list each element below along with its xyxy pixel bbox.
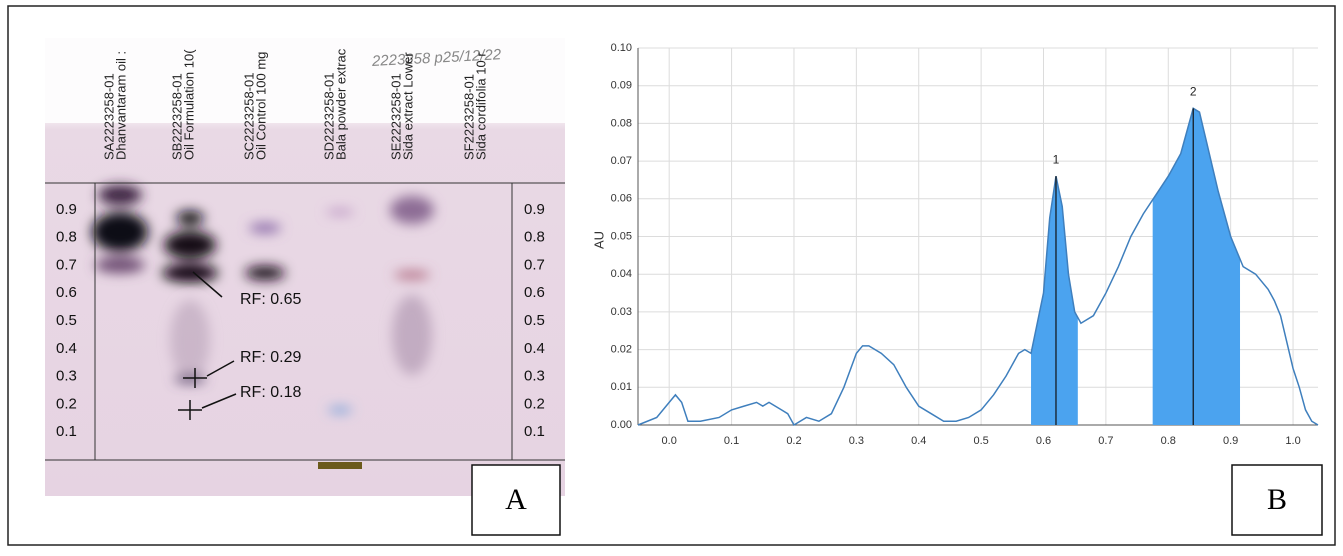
x-tick-label: 0.5: [973, 435, 988, 447]
y-tick-label: 0.01: [611, 381, 632, 393]
y-tick-label: 0.00: [611, 419, 632, 431]
y-tick-label: 0.03: [611, 306, 632, 318]
scale-label: 0.1: [56, 423, 77, 440]
scale-label: 0.1: [524, 423, 545, 440]
y-tick-label: 0.10: [611, 42, 632, 54]
lane-label: Sida cordifolia 10 r: [473, 52, 488, 160]
lane-label: Dhanvantaram oil :: [113, 51, 128, 160]
peak-label: 2: [1190, 84, 1197, 98]
lane-label: SA2223258-01: [101, 73, 116, 160]
y-tick-label: 0.02: [611, 344, 632, 356]
scale-label: 0.8: [524, 229, 545, 246]
panel-label: B: [1267, 483, 1287, 516]
scale-label: 0.5: [56, 312, 77, 329]
lane-label: Oil Formulation 10(: [181, 49, 196, 160]
plate-label-area: [45, 38, 565, 123]
scale-label: 0.9: [56, 201, 77, 218]
scale-label: 0.8: [56, 229, 77, 246]
x-tick-label: 0.4: [911, 435, 926, 447]
scale-label: 0.6: [56, 284, 77, 301]
handwritten-note: 2223258 p25/12/22: [371, 46, 503, 70]
lane-label: SE2223258-01: [388, 73, 403, 160]
lane-label: SF2223258-01: [461, 74, 476, 160]
peak-area: [1152, 108, 1241, 425]
spots: [92, 185, 434, 413]
scale-label: 0.4: [524, 340, 545, 357]
x-tick-label: 0.0: [662, 435, 677, 447]
y-tick-label: 0.09: [611, 80, 632, 92]
scale-label: 0.2: [56, 395, 77, 412]
lane-label: Oil Control 100 mg: [253, 52, 268, 160]
panel-label-box: [471, 464, 561, 536]
x-tick-label: 1.0: [1285, 435, 1300, 447]
y-axis-label: AU: [591, 231, 606, 249]
scale-label: 0.5: [524, 312, 545, 329]
scale-label: 0.3: [524, 368, 545, 385]
rf-annotation: RF: 0.65: [240, 291, 301, 308]
peak-area: [1031, 176, 1078, 425]
scale-label: 0.7: [56, 256, 77, 273]
tlc-plate: A 2223258 p25/12/22 SA2223258-01Dhanvant…: [45, 38, 565, 536]
y-tick-label: 0.06: [611, 193, 632, 205]
scale-label: 0.7: [524, 256, 545, 273]
lane-label: Bala powder extrac: [333, 48, 348, 160]
y-tick-label: 0.05: [611, 230, 632, 242]
lane-label: SD2223258-01: [321, 73, 336, 160]
scale-label: 0.4: [56, 340, 77, 357]
origin-band: [318, 462, 362, 469]
rf-annotation: RF: 0.18: [240, 384, 301, 401]
x-tick-label: 0.1: [724, 435, 739, 447]
scale-label: 0.3: [56, 368, 77, 385]
scale-label: 0.6: [524, 284, 545, 301]
x-tick-label: 0.6: [1036, 435, 1051, 447]
lane-label: SC2223258-01: [241, 73, 256, 160]
panel-label: A: [505, 483, 527, 516]
y-tick-label: 0.04: [611, 268, 632, 280]
x-tick-label: 0.8: [1161, 435, 1176, 447]
y-tick-label: 0.07: [611, 155, 632, 167]
scale-label: 0.9: [524, 201, 545, 218]
rf-annotation: RF: 0.29: [240, 349, 301, 366]
panel-label-box: [1231, 464, 1323, 536]
lane-label: Sida extract Lower: [400, 52, 415, 160]
x-tick-label: 0.3: [849, 435, 864, 447]
lane-label: SB2223258-01: [169, 73, 184, 160]
x-tick-label: 0.2: [786, 435, 801, 447]
peak-label: 1: [1053, 152, 1060, 166]
y-tick-label: 0.08: [611, 117, 632, 129]
density-line: [637, 107, 1319, 427]
rf-markers: [178, 271, 237, 420]
scale-label: 0.2: [524, 395, 545, 412]
x-tick-label: 0.7: [1098, 435, 1113, 447]
x-tick-label: 0.9: [1223, 435, 1238, 447]
